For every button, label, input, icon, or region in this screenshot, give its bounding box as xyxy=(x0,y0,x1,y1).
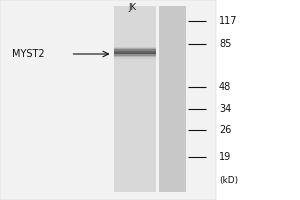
Bar xyxy=(114,53,156,57)
Bar xyxy=(114,55,156,59)
Bar xyxy=(114,6,156,192)
Text: MYST2: MYST2 xyxy=(12,49,45,59)
Text: JK: JK xyxy=(128,3,136,12)
Text: (kD): (kD) xyxy=(219,176,238,184)
Text: 117: 117 xyxy=(219,16,238,26)
Text: 19: 19 xyxy=(219,152,231,162)
Bar xyxy=(159,6,186,192)
Bar xyxy=(114,50,156,54)
Text: 48: 48 xyxy=(219,82,231,92)
Text: 34: 34 xyxy=(219,104,231,114)
Bar xyxy=(114,46,156,50)
Bar xyxy=(0,0,216,200)
Text: 85: 85 xyxy=(219,39,231,49)
Bar xyxy=(114,52,156,56)
Text: 26: 26 xyxy=(219,125,231,135)
Bar xyxy=(114,48,156,52)
Bar xyxy=(114,49,156,53)
